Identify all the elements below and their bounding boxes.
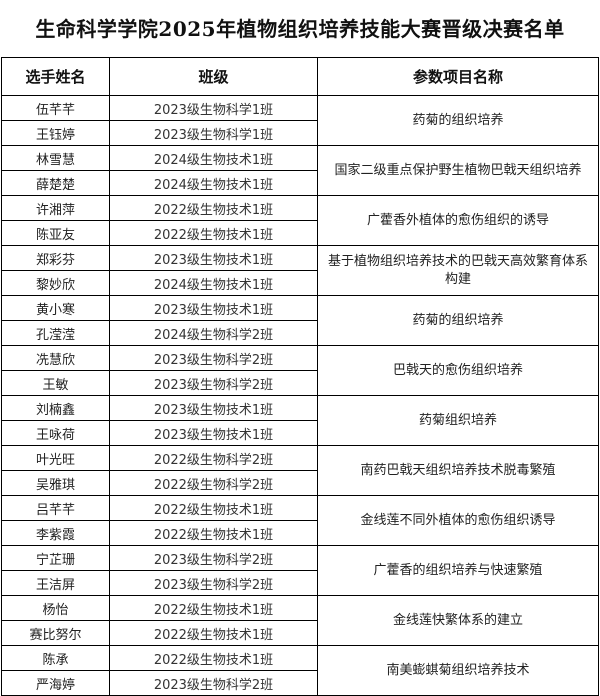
student-class: 2024级生物技术1班 [109,170,318,196]
table-row: 孔滢滢 2024级生物科学2班 [1,320,599,346]
project-name: 金线莲快繁体系的建立 [317,595,599,646]
student-name: 黎妙欣 [1,270,110,296]
student-name: 王钰婷 [1,120,110,146]
table-row: 王钰婷 2023级生物科学1班 [1,120,599,146]
page-title: 生命科学学院2025年植物组织培养技能大赛晋级决赛名单 [35,17,565,41]
table-row: 薛楚楚 2024级生物技术1班 [1,170,599,196]
header-class: 班级 [109,57,318,96]
project-name: 广藿香外植体的愈伤组织的诱导 [317,195,599,246]
student-class: 2022级生物技术1班 [109,195,318,221]
project-name: 南药巴戟天组织培养技术脱毒繁殖 [317,445,599,496]
project-name: 金线莲不同外植体的愈伤组织诱导 [317,495,599,546]
student-class: 2022级生物科学2班 [109,445,318,471]
table-row: 许湘萍 2022级生物技术1班 广藿香外植体的愈伤组织的诱导 [1,195,599,246]
table-row: 吕芊芊 2022级生物技术1班 金线莲不同外植体的愈伤组织诱导 [1,495,599,546]
table-row: 黄小寒 2023级生物技术1班 药菊的组织培养 [1,295,599,346]
student-name: 伍芊芊 [1,95,110,121]
student-name: 赛比努尔 [1,620,110,646]
table-row: 杨怡 2022级生物技术1班 金线莲快繁体系的建立 [1,595,599,646]
table-row: 严海婷 2023级生物科学2班 [1,670,599,696]
table-row: 王敏 2023级生物科学2班 [1,370,599,396]
student-class: 2023级生物科学2班 [109,370,318,396]
student-name: 宁芷珊 [1,545,110,571]
table-row: 刘楠鑫 2023级生物技术1班 药菊组织培养 [1,395,599,446]
student-class: 2023级生物科学2班 [109,570,318,596]
table-row: 郑彩芬 2023级生物技术1班 基于植物组织培养技术的巴戟天高效繁育体系构建 [1,245,599,296]
student-class: 2022级生物技术1班 [109,645,318,671]
student-class: 2023级生物科学2班 [109,545,318,571]
project-name: 药菊的组织培养 [317,295,599,346]
student-class: 2024级生物技术1班 [109,145,318,171]
student-class: 2023级生物科学2班 [109,670,318,696]
student-class: 2022级生物技术1班 [109,595,318,621]
student-class: 2023级生物科学1班 [109,95,318,121]
student-class: 2024级生物技术1班 [109,270,318,296]
student-class: 2024级生物科学2班 [109,320,318,346]
student-name: 许湘萍 [1,195,110,221]
student-name: 吕芊芊 [1,495,110,521]
project-name: 国家二级重点保护野生植物巴戟天组织培养 [317,145,599,196]
student-name: 叶光旺 [1,445,110,471]
project-name: 广藿香的组织培养与快速繁殖 [317,545,599,596]
table-row: 陈亚友 2022级生物技术1班 [1,220,599,246]
student-name: 林雪慧 [1,145,110,171]
table-row: 伍芊芊 2023级生物科学1班 药菊的组织培养 [1,95,599,146]
table-row: 陈承 2022级生物技术1班 南美蟛蜞菊组织培养技术 [1,645,599,696]
student-name: 王咏荷 [1,420,110,446]
student-class: 2022级生物技术1班 [109,620,318,646]
table-row: 叶光旺 2022级生物科学2班 南药巴戟天组织培养技术脱毒繁殖 [1,445,599,496]
student-class: 2023级生物科学1班 [109,120,318,146]
project-name: 基于植物组织培养技术的巴戟天高效繁育体系构建 [317,245,599,296]
student-name: 陈承 [1,645,110,671]
table-row: 林雪慧 2024级生物技术1班 国家二级重点保护野生植物巴戟天组织培养 [1,145,599,196]
student-name: 王洁屏 [1,570,110,596]
student-name: 陈亚友 [1,220,110,246]
table-row: 王洁屏 2023级生物科学2班 [1,570,599,596]
student-class: 2023级生物技术1班 [109,295,318,321]
finalist-table: 选手姓名 班级 参数项目名称 伍芊芊 2023级生物科学1班 药菊的组织培养 王钰婷 2… [1,57,599,696]
student-name: 郑彩芬 [1,245,110,271]
student-name: 严海婷 [1,670,110,696]
student-name: 冼慧欣 [1,345,110,371]
student-name: 杨怡 [1,595,110,621]
header-project: 参数项目名称 [317,57,599,96]
student-name: 黄小寒 [1,295,110,321]
student-name: 孔滢滢 [1,320,110,346]
project-name: 药菊的组织培养 [317,95,599,146]
student-name: 薛楚楚 [1,170,110,196]
student-class: 2023级生物技术1班 [109,395,318,421]
student-name: 刘楠鑫 [1,395,110,421]
header-row: 选手姓名 班级 参数项目名称 [1,57,599,96]
table-row: 冼慧欣 2023级生物科学2班 巴戟天的愈伤组织培养 [1,345,599,396]
table-row: 宁芷珊 2023级生物科学2班 广藿香的组织培养与快速繁殖 [1,545,599,596]
project-name: 巴戟天的愈伤组织培养 [317,345,599,396]
student-name: 王敏 [1,370,110,396]
table-row: 黎妙欣 2024级生物技术1班 [1,270,599,296]
student-name: 吴雅琪 [1,470,110,496]
header-name: 选手姓名 [1,57,110,96]
table-row: 吴雅琪 2022级生物科学2班 [1,470,599,496]
table-row: 王咏荷 2023级生物技术1班 [1,420,599,446]
student-class: 2023级生物技术1班 [109,420,318,446]
project-name: 南美蟛蜞菊组织培养技术 [317,645,599,696]
student-class: 2023级生物技术1班 [109,245,318,271]
student-class: 2023级生物科学2班 [109,345,318,371]
student-class: 2022级生物技术1班 [109,220,318,246]
student-class: 2022级生物技术1班 [109,495,318,521]
project-name: 药菊组织培养 [317,395,599,446]
student-class: 2022级生物技术1班 [109,520,318,546]
student-name: 李紫霞 [1,520,110,546]
student-class: 2022级生物科学2班 [109,470,318,496]
